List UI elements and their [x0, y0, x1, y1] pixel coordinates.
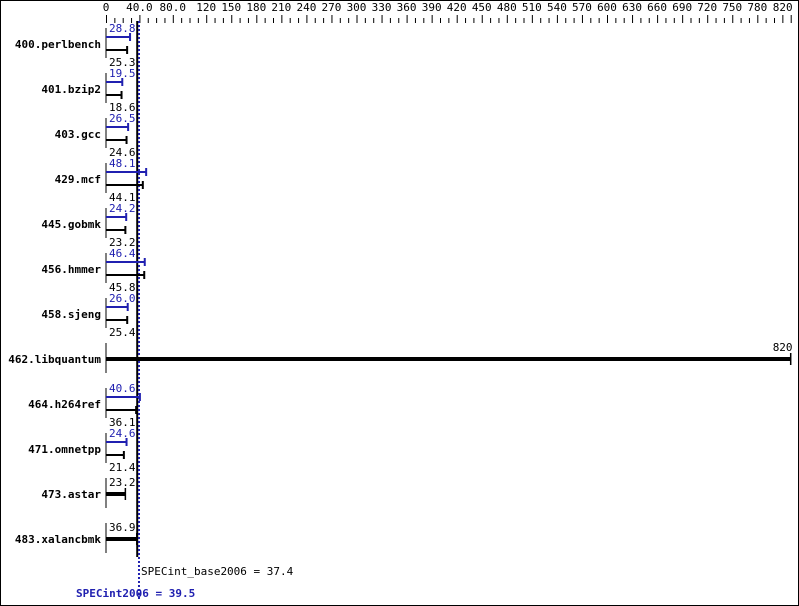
peak-value-label: 19.5	[109, 67, 136, 80]
base-value-label: 25.3	[109, 56, 136, 69]
x-tick-label: 780	[747, 1, 767, 14]
base-value-label: 23.2	[109, 236, 136, 249]
x-tick-label: 120	[196, 1, 216, 14]
benchmark-label: 483.xalancbmk	[15, 533, 101, 546]
base-value-label: 44.1	[109, 191, 136, 204]
base-value-label: 24.6	[109, 146, 136, 159]
benchmark-label: 445.gobmk	[41, 218, 101, 231]
x-tick-label: 40.0	[126, 1, 153, 14]
benchmark-label: 471.omnetpp	[28, 443, 101, 456]
x-tick-label: 330	[372, 1, 392, 14]
base-value-label: 36.9	[109, 521, 136, 534]
peak-value-label: 26.5	[109, 112, 136, 125]
base-value-label: 45.8	[109, 281, 136, 294]
x-tick-label: 450	[472, 1, 492, 14]
x-tick-label: 750	[722, 1, 742, 14]
x-tick-label: 360	[397, 1, 417, 14]
benchmark-label: 403.gcc	[55, 128, 101, 141]
base-summary-label: SPECint_base2006 = 37.4	[141, 565, 294, 578]
x-tick-label: 480	[497, 1, 517, 14]
x-tick-label: 660	[647, 1, 667, 14]
peak-value-label: 24.2	[109, 202, 136, 215]
benchmark-label: 464.h264ref	[28, 398, 101, 411]
peak-summary-label: SPECint2006 = 39.5	[76, 587, 195, 600]
base-value-label: 23.2	[109, 476, 136, 489]
base-value-label: 36.1	[109, 416, 136, 429]
base-value-label: 820	[773, 341, 793, 354]
x-tick-label: 240	[296, 1, 316, 14]
x-tick-label: 390	[422, 1, 442, 14]
x-tick-label: 270	[322, 1, 342, 14]
x-tick-label: 150	[221, 1, 241, 14]
x-tick-label: 180	[246, 1, 266, 14]
base-value-label: 21.4	[109, 461, 136, 474]
x-tick-label: 420	[447, 1, 467, 14]
x-tick-label: 630	[622, 1, 642, 14]
x-tick-label: 600	[597, 1, 617, 14]
x-tick-label: 820	[773, 1, 793, 14]
peak-value-label: 40.6	[109, 382, 136, 395]
peak-value-label: 26.0	[109, 292, 136, 305]
benchmark-label: 400.perlbench	[15, 38, 101, 51]
peak-value-label: 28.8	[109, 22, 136, 35]
benchmark-label: 458.sjeng	[41, 308, 101, 321]
x-tick-label: 300	[347, 1, 367, 14]
x-tick-label: 80.0	[160, 1, 187, 14]
x-tick-label: 540	[547, 1, 567, 14]
peak-value-label: 24.6	[109, 427, 136, 440]
base-value-label: 25.4	[109, 326, 136, 339]
x-tick-label: 510	[522, 1, 542, 14]
x-tick-label: 570	[572, 1, 592, 14]
peak-value-label: 46.4	[109, 247, 136, 260]
benchmark-label: 429.mcf	[55, 173, 101, 186]
x-tick-label: 720	[697, 1, 717, 14]
benchmark-label: 473.astar	[41, 488, 101, 501]
x-tick-label: 210	[271, 1, 291, 14]
base-value-label: 18.6	[109, 101, 136, 114]
x-tick-label: 690	[672, 1, 692, 14]
benchmark-label: 456.hmmer	[41, 263, 101, 276]
benchmark-label: 462.libquantum	[8, 353, 101, 366]
benchmark-label: 401.bzip2	[41, 83, 101, 96]
x-tick-label: 0	[103, 1, 110, 14]
peak-value-label: 48.1	[109, 157, 136, 170]
